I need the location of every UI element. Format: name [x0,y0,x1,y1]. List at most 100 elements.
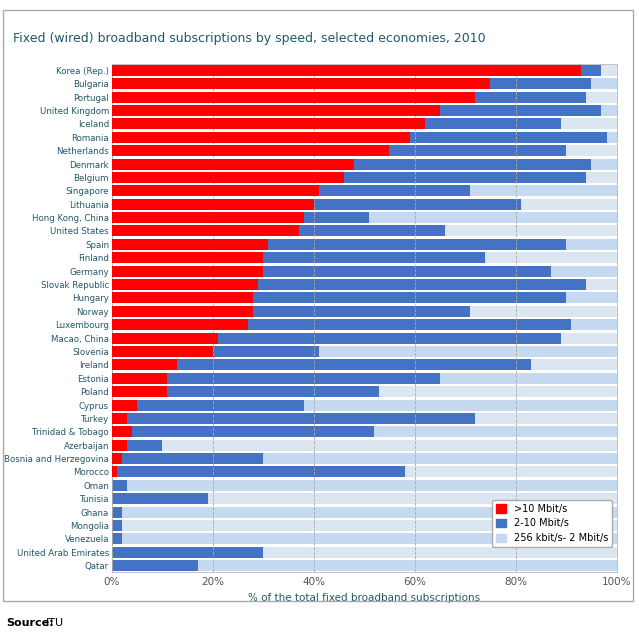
Bar [112,333,617,343]
Bar [112,333,218,343]
Bar [410,132,606,142]
Bar [112,439,127,451]
Bar [298,226,445,237]
Bar [354,158,592,170]
Bar [127,413,475,424]
Bar [112,346,213,357]
Bar [112,399,137,410]
Bar [112,239,268,250]
Bar [137,399,304,410]
Bar [319,185,470,197]
Bar [112,507,122,518]
Bar [253,293,566,303]
Bar [112,453,122,464]
Bar [117,466,404,478]
Text: Fixed (wired) broadband subscriptions by speed, selected economies, 2010: Fixed (wired) broadband subscriptions by… [13,32,486,45]
Bar [112,158,354,170]
Bar [390,145,566,156]
Bar [112,158,617,170]
Bar [112,279,617,290]
Bar [132,426,374,438]
Bar [112,65,617,76]
Bar [112,105,617,116]
Bar [112,547,263,558]
Bar [491,78,592,89]
Bar [112,92,617,102]
Text: ITU: ITU [46,618,64,628]
Bar [112,252,263,263]
Bar [112,346,617,357]
Bar [112,453,617,464]
Bar [112,534,617,544]
Bar [112,306,617,317]
Bar [112,105,440,116]
Bar [112,507,617,518]
Bar [112,198,617,210]
Bar [112,293,617,303]
Bar [258,279,587,290]
Bar [112,279,258,290]
Bar [112,185,617,197]
Bar [112,78,491,89]
Bar [248,319,571,330]
Bar [112,386,167,397]
Bar [112,172,344,183]
Bar [112,426,617,438]
Bar [112,373,167,384]
Bar [112,239,617,250]
Bar [112,132,617,142]
Bar [112,520,122,531]
Bar [112,185,319,197]
Bar [112,426,132,438]
Bar [581,65,601,76]
Bar [112,359,617,370]
Legend: >10 Mbit/s, 2-10 Mbit/s, 256 kbit/s- 2 Mbit/s: >10 Mbit/s, 2-10 Mbit/s, 256 kbit/s- 2 M… [492,500,612,547]
Bar [112,266,263,277]
Bar [112,78,617,89]
Bar [263,266,551,277]
Bar [112,439,617,451]
Bar [112,534,122,544]
Bar [112,386,617,397]
Bar [112,118,425,129]
Bar [112,118,617,129]
Bar [112,547,617,558]
Bar [122,453,263,464]
Bar [112,132,410,142]
Bar [268,239,566,250]
Bar [112,494,208,504]
Bar [112,212,617,223]
Bar [112,198,314,210]
Bar [112,319,617,330]
Bar [178,359,531,370]
Bar [127,439,162,451]
Bar [112,560,197,571]
Bar [112,92,475,102]
Bar [112,319,248,330]
Bar [112,359,178,370]
Bar [112,252,617,263]
Bar [263,252,486,263]
Bar [112,480,127,491]
Bar [112,306,253,317]
Bar [440,105,601,116]
Bar [167,386,380,397]
Bar [304,212,369,223]
Bar [112,413,617,424]
Bar [112,413,127,424]
Bar [112,226,298,237]
Bar [112,520,617,531]
Bar [112,65,581,76]
Bar [112,480,617,491]
Bar [112,266,617,277]
Bar [253,306,470,317]
Bar [112,226,617,237]
Bar [344,172,587,183]
Bar [112,466,117,478]
Bar [112,172,617,183]
Bar [425,118,561,129]
Bar [475,92,587,102]
Bar [112,399,617,410]
Bar [112,145,617,156]
Bar [112,293,253,303]
